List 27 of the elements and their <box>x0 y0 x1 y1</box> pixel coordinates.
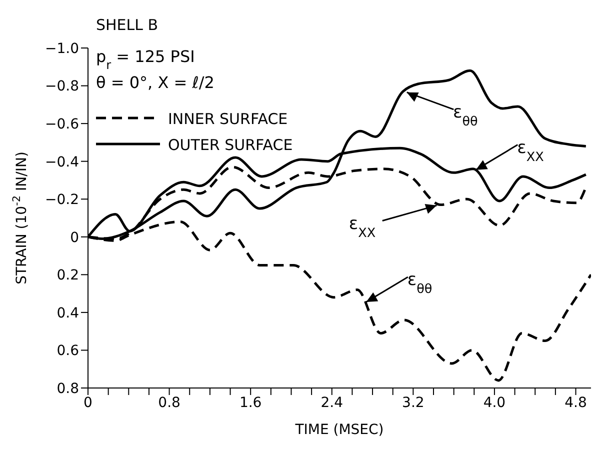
annotation: ε$_{θθ}$ <box>453 102 478 129</box>
x-axis-title: TIME (MSEC) <box>294 422 384 438</box>
y-tick-label: −1.0 <box>45 40 79 57</box>
y-tick-label: 0.8 <box>56 380 79 397</box>
y-tick-label: −0.2 <box>45 192 79 208</box>
y-tick-label: −0.4 <box>45 154 80 170</box>
legend-label: OUTER SURFACE <box>168 136 293 154</box>
annotation: p$_{r}$ = 125 PSI <box>96 47 195 72</box>
x-tick-label: 3.2 <box>402 394 424 411</box>
y-tick-label: 0.2 <box>56 268 79 284</box>
legend-label: INNER SURFACE <box>168 110 288 128</box>
annotation: ε$_{XX}$ <box>517 138 544 164</box>
annotation: θ = 0°, X = ℓ/2 <box>96 73 214 92</box>
x-tick-label: 2.4 <box>320 394 344 411</box>
x-tick-label: 4.0 <box>483 394 506 411</box>
y-tick-label: −0.6 <box>45 116 80 133</box>
x-tick-label: 0.8 <box>158 394 180 411</box>
x-tick-label: 4.8 <box>564 394 587 411</box>
chart-title: SHELL B <box>96 16 158 34</box>
y-tick-label: 0.4 <box>56 305 80 322</box>
y-tick-label: 0 <box>70 230 79 246</box>
y-tick-label: −0.8 <box>45 78 79 95</box>
y-tick-label: 0.6 <box>56 343 80 360</box>
annotation: ε$_{XX}$ <box>348 214 376 240</box>
x-tick-label: 1.6 <box>239 394 262 411</box>
x-tick-label: 0 <box>84 394 92 411</box>
annotation: ε$_{θθ}$ <box>407 270 432 296</box>
